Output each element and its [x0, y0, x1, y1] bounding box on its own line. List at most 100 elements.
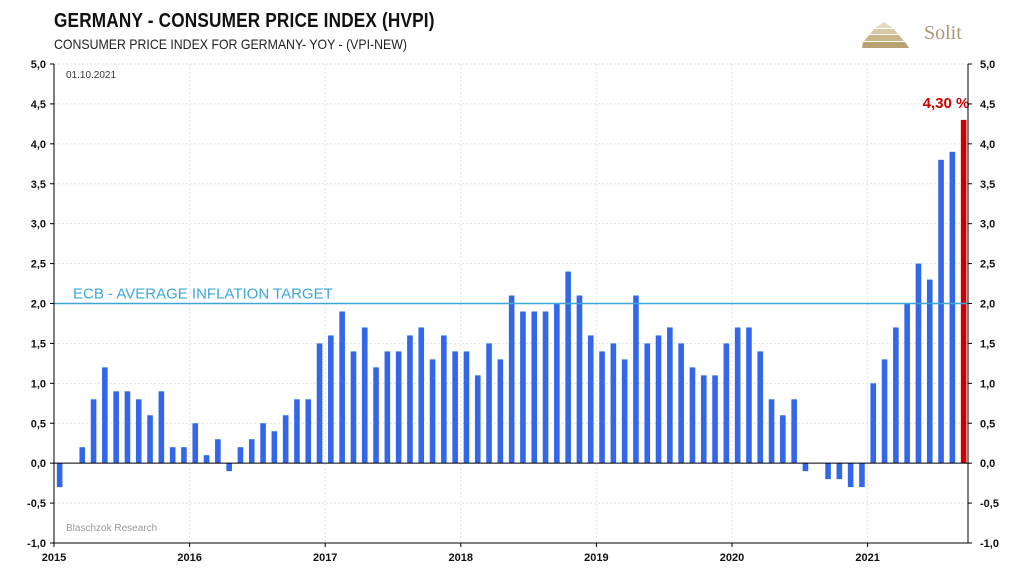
bar	[859, 463, 865, 488]
bar	[870, 383, 877, 464]
bar	[203, 455, 210, 464]
bar	[102, 367, 108, 464]
bar	[294, 399, 300, 464]
bar	[621, 359, 628, 464]
highlight-bar	[960, 119, 967, 464]
y-tick-label-right: 3,0	[980, 219, 995, 231]
bar	[610, 343, 617, 464]
bar	[441, 335, 447, 464]
y-tick-label-left: 4,5	[31, 99, 46, 111]
bar	[678, 343, 684, 464]
bar	[452, 351, 458, 464]
chart-subtitle: CONSUMER PRICE INDEX FOR GERMANY- YOY - …	[54, 36, 407, 52]
y-axis-left: 5,0 4,5 4,0 3,5 3,0 2,5 2,0 1,5 1,0 0,5 0,0 -0,5 -1,…	[27, 59, 54, 550]
y-tick-label-right: 4,0	[980, 139, 995, 151]
bar	[757, 351, 764, 464]
bar	[587, 335, 594, 464]
y-tick-label-left: 3,0	[31, 219, 46, 231]
y-tick-label-right: 3,5	[980, 179, 995, 191]
bar	[418, 327, 425, 464]
y-tick-label-left: 3,5	[31, 179, 46, 191]
y-tick-label-left: -0,5	[27, 498, 46, 510]
bar	[226, 463, 232, 472]
y-tick-label-right: 2,5	[980, 259, 995, 271]
bar	[904, 303, 910, 464]
bar	[497, 359, 504, 464]
bar	[181, 447, 187, 464]
bar	[723, 343, 730, 464]
bar	[700, 375, 707, 464]
bar	[667, 327, 673, 464]
bar	[271, 431, 278, 464]
x-tick-label: 2019	[584, 552, 608, 564]
y-tick-label-right: 1,5	[980, 338, 995, 350]
bar	[147, 415, 153, 464]
y-axis-right: 5,0 4,5 4,0 3,5 3,0 2,5 2,0 1,5 1,0 0,5 0,0 -0,5 -1,…	[968, 59, 999, 550]
x-tick-label: 2020	[720, 552, 744, 564]
logo-text: Solit	[924, 22, 962, 44]
y-tick-label-left: 0,5	[31, 418, 46, 430]
bar	[407, 335, 413, 464]
bar	[881, 359, 888, 464]
y-tick-label-right: 1,0	[980, 378, 995, 390]
bar	[633, 295, 639, 464]
bar	[305, 399, 312, 464]
bar	[486, 343, 492, 464]
bar	[474, 375, 481, 464]
y-tick-label-right: 4,5	[980, 99, 995, 111]
y-tick-label-right: 2,0	[980, 299, 995, 311]
bar	[158, 391, 165, 464]
y-tick-label-right: 5,0	[980, 59, 995, 71]
bar	[768, 399, 775, 464]
highlight-value-label: 4,30 %	[923, 95, 970, 112]
bar	[893, 327, 899, 464]
y-tick-label-right: -1,0	[980, 538, 999, 550]
bar	[926, 279, 933, 464]
bar	[429, 359, 436, 464]
y-tick-label-left: -1,0	[27, 538, 46, 550]
bar	[520, 311, 526, 464]
y-tick-label-left: 0,0	[31, 458, 46, 470]
y-tick-label-right: -0,5	[980, 498, 999, 510]
bar	[215, 439, 221, 464]
bar	[791, 399, 797, 464]
y-tick-label-left: 1,0	[31, 378, 46, 390]
bar	[192, 423, 199, 464]
solit-logo-icon	[862, 22, 909, 48]
x-tick-label: 2017	[313, 552, 337, 564]
chart-title: GERMANY - CONSUMER PRICE INDEX (HVPI)	[54, 10, 435, 32]
date-label: 01.10.2021	[66, 70, 116, 81]
bar	[316, 343, 323, 464]
bar-series	[56, 119, 967, 488]
y-tick-label-left: 4,0	[31, 139, 46, 151]
bar	[542, 311, 549, 464]
bar	[712, 375, 718, 464]
bar	[508, 295, 515, 464]
bar	[780, 415, 786, 464]
bar	[949, 151, 956, 464]
x-tick-label: 2015	[42, 552, 66, 564]
bar	[847, 463, 854, 488]
y-tick-label-right: 0,5	[980, 418, 995, 430]
y-tick-label-left: 5,0	[31, 59, 46, 71]
bar	[825, 463, 831, 480]
x-tick-label: 2021	[855, 552, 879, 564]
bar	[395, 351, 402, 464]
bar	[248, 439, 255, 464]
target-line-label: ECB - AVERAGE INFLATION TARGET	[73, 286, 333, 303]
bar	[836, 463, 843, 480]
y-tick-label-left: 1,5	[31, 338, 46, 350]
bar	[260, 423, 266, 464]
bar	[746, 327, 752, 464]
x-tick-label: 2018	[449, 552, 473, 564]
bar	[689, 367, 696, 464]
bar	[373, 367, 379, 464]
bar	[169, 447, 176, 464]
bar	[113, 391, 119, 464]
x-tick-label: 2016	[177, 552, 201, 564]
y-tick-label-left: 2,0	[31, 299, 46, 311]
bar	[361, 327, 368, 464]
bar	[644, 343, 651, 464]
bar	[576, 295, 583, 464]
bar	[734, 327, 741, 464]
